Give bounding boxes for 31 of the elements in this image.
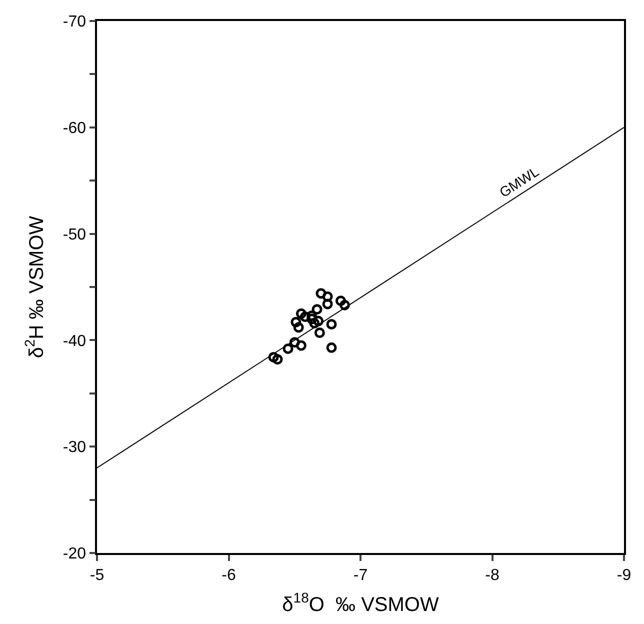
point — [326, 342, 337, 353]
y-tick-label: -70 — [62, 14, 86, 31]
y-tick-label: -60 — [62, 120, 86, 137]
point — [313, 316, 324, 326]
point — [309, 318, 320, 328]
point — [290, 316, 302, 328]
point — [289, 337, 300, 348]
y-tick-label: -20 — [62, 546, 86, 563]
y-tick-label: -50 — [62, 226, 86, 244]
point — [268, 352, 279, 362]
y-tick-label: -40 — [62, 332, 86, 350]
point — [339, 300, 350, 310]
x-axis-title: δ$^{18}$O ‰ VSMOW — [282, 590, 439, 616]
point — [322, 291, 333, 302]
x-tick-label: -6 — [222, 566, 236, 584]
point — [314, 328, 325, 338]
point — [296, 308, 306, 319]
point — [316, 288, 326, 299]
point — [322, 298, 333, 310]
point — [293, 322, 304, 333]
x-tick-label: -7 — [353, 566, 368, 584]
point — [272, 354, 283, 365]
point — [282, 343, 294, 354]
point — [335, 296, 346, 306]
point — [326, 318, 337, 330]
x-tick-label: -9 — [616, 566, 632, 584]
point — [296, 340, 306, 351]
x-tick-label: -8 — [485, 566, 500, 584]
y-tick-label: -30 — [62, 439, 86, 456]
point — [312, 304, 322, 315]
x-tick-label: -5 — [90, 566, 104, 584]
